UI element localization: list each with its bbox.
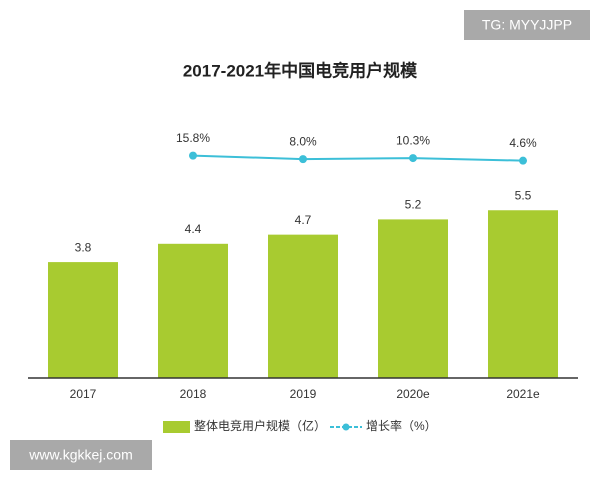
bar <box>378 219 448 378</box>
data-label: 5.5 <box>515 188 532 202</box>
x-tick-label: 2020e <box>396 387 430 401</box>
data-label: 10.3% <box>396 133 430 147</box>
x-tick-label: 2019 <box>290 387 317 401</box>
data-label: 4.6% <box>509 136 537 150</box>
data-label: 5.2 <box>405 198 422 212</box>
growth-point <box>519 156 527 165</box>
watermark-box <box>10 440 152 470</box>
data-label: 4.4 <box>185 222 202 236</box>
x-tick-label: 2017 <box>70 387 97 401</box>
data-label: 4.7 <box>295 213 312 227</box>
growth-line <box>192 154 524 162</box>
bar <box>268 234 338 378</box>
x-tick-label: 2021e <box>506 387 540 401</box>
data-label: 3.8 <box>75 240 92 254</box>
growth-point <box>299 155 307 164</box>
chart-title: 2017-2021年中国电竞用户规模 <box>183 60 418 80</box>
data-label: 8.0% <box>289 134 317 148</box>
legend-label: 整体电竞用户规模（亿） <box>194 418 326 433</box>
bar <box>158 243 228 378</box>
bar <box>488 210 558 378</box>
x-tick-label: 2018 <box>180 387 207 401</box>
watermark: TG: MYYJJPP <box>482 17 572 33</box>
watermark: www.kgkkej.com <box>28 447 132 463</box>
growth-point <box>409 154 417 163</box>
data-label: 15.8% <box>176 131 210 145</box>
legend-marker <box>342 423 350 431</box>
bar <box>48 262 118 378</box>
growth-point <box>189 151 197 160</box>
watermark-box <box>464 10 590 40</box>
legend-swatch <box>163 421 190 433</box>
legend-label: 增长率（%） <box>366 418 437 433</box>
